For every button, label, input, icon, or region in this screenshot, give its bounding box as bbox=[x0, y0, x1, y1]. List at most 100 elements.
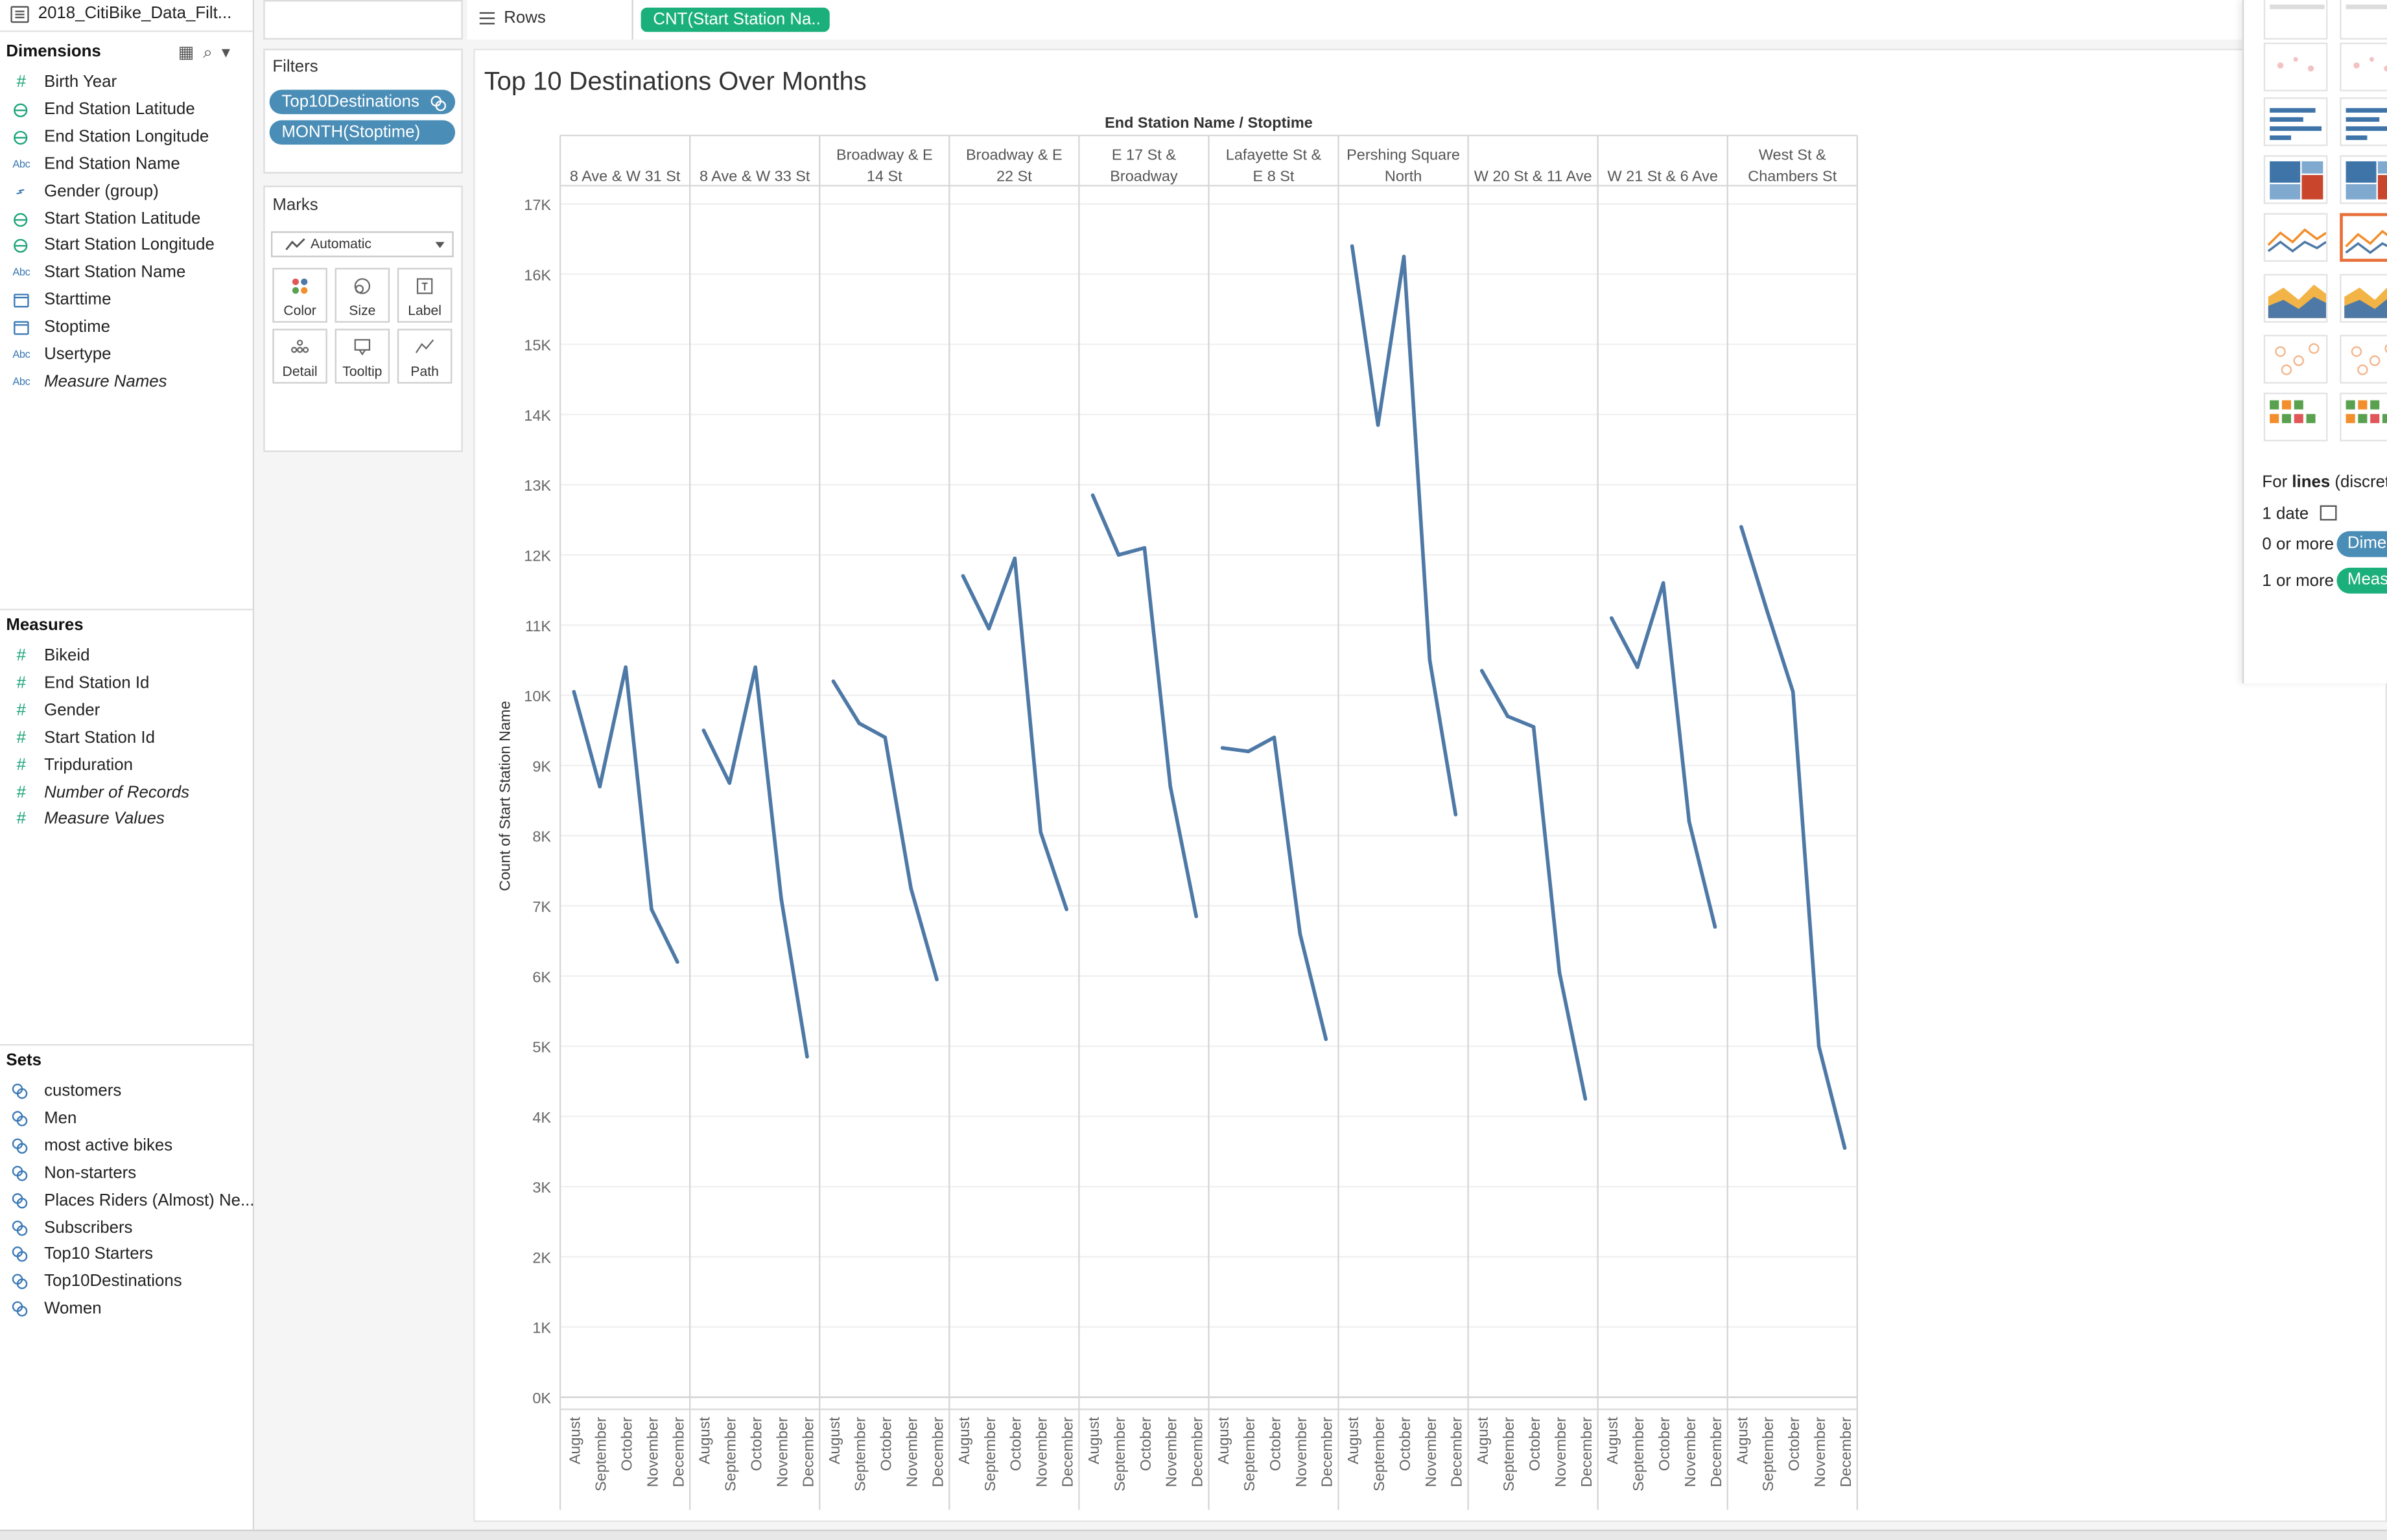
field-name: Gender (group) bbox=[44, 181, 159, 201]
series-line bbox=[961, 556, 1068, 910]
treemap-thumb[interactable] bbox=[2263, 155, 2328, 204]
measures-field[interactable]: # Start Station Id bbox=[0, 725, 253, 751]
dimensions-field[interactable]: Abc Measure Names bbox=[0, 369, 253, 395]
map-thumb-alt[interactable] bbox=[2340, 42, 2387, 91]
field-name: Top10 Starters bbox=[44, 1245, 154, 1264]
sets-field[interactable]: Places Riders (Almost) Ne... bbox=[0, 1188, 255, 1214]
hash-icon: # bbox=[16, 646, 27, 666]
marks-button-label: Color bbox=[283, 303, 316, 318]
month-tick-label: December bbox=[929, 1417, 946, 1487]
data-point bbox=[1168, 784, 1173, 789]
marks-tooltip-button[interactable]: Tooltip bbox=[335, 329, 390, 384]
hash-icon: # bbox=[16, 73, 27, 91]
marks-color-button[interactable]: Color bbox=[272, 268, 327, 323]
text-table-thumb-alt[interactable] bbox=[2340, 0, 2387, 40]
datasource-name[interactable]: 2018_CitiBike_Data_Filt... bbox=[38, 5, 232, 23]
sets-header: Sets bbox=[6, 1051, 41, 1070]
treemap-thumb-alt[interactable] bbox=[2340, 155, 2387, 204]
show-me-hint: For lines (discrete bbox=[2262, 473, 2387, 491]
column-header: End Station Name / Stoptime bbox=[1105, 114, 1313, 131]
data-point bbox=[909, 886, 913, 891]
sets-field[interactable]: Women bbox=[0, 1297, 253, 1323]
marks-button-label: Path bbox=[410, 364, 439, 379]
line-discrete-thumb-alt[interactable] bbox=[2340, 213, 2387, 262]
calendar-icon bbox=[14, 321, 29, 335]
measures-field[interactable]: # Bikeid bbox=[0, 644, 253, 670]
month-tick-label: December bbox=[1448, 1417, 1465, 1487]
dimensions-field[interactable]: Abc End Station Name bbox=[0, 152, 253, 178]
view-toggle-icon[interactable]: ▦ bbox=[178, 44, 204, 63]
dimensions-field[interactable]: Stoptime bbox=[0, 315, 253, 341]
scatter-thumb[interactable] bbox=[2263, 334, 2328, 384]
calendar-icon bbox=[14, 294, 29, 308]
month-tick-label: August bbox=[567, 1417, 583, 1465]
dimensions-field[interactable]: Abc Start Station Name bbox=[0, 261, 253, 286]
measures-field[interactable]: # Measure Values bbox=[0, 807, 253, 833]
month-tick-label: November bbox=[644, 1417, 661, 1487]
text-table-thumb[interactable] bbox=[2263, 0, 2328, 40]
measures-field[interactable]: # End Station Id bbox=[0, 671, 253, 697]
month-tick-label: December bbox=[1319, 1417, 1335, 1487]
marks-label-button[interactable]: Label bbox=[397, 268, 453, 323]
search-icon[interactable]: ⌕ bbox=[203, 44, 222, 63]
sets-field[interactable]: Non-starters bbox=[0, 1161, 253, 1187]
dimensions-field[interactable]: ⌁ Gender (group) bbox=[0, 179, 253, 205]
label-icon bbox=[416, 278, 433, 294]
abc-icon: Abc bbox=[12, 268, 30, 279]
marks-path-button[interactable]: Path bbox=[397, 329, 453, 384]
month-tick-label: November bbox=[1293, 1417, 1310, 1487]
dimensions-field[interactable]: Abc Usertype bbox=[0, 342, 253, 368]
dimensions-field[interactable]: # Birth Year bbox=[0, 70, 253, 96]
bar-thumb-alt[interactable] bbox=[2340, 97, 2387, 146]
datasource-row[interactable]: 2018_CitiBike_Data_Filt... bbox=[0, 0, 253, 32]
month-tick-label: December bbox=[1189, 1417, 1206, 1487]
mark-type-dropdown[interactable]: Automatic bbox=[270, 231, 454, 257]
measures-field[interactable]: # Tripduration bbox=[0, 752, 253, 778]
map-thumb[interactable] bbox=[2263, 42, 2328, 91]
panel-header: Pershing Square North bbox=[1346, 146, 1460, 185]
set-icon bbox=[12, 1193, 28, 1208]
show-me-req-date: 1 date bbox=[2262, 505, 2336, 524]
measures-field[interactable]: # Number of Records bbox=[0, 780, 253, 806]
marks-button-label: Tooltip bbox=[342, 364, 382, 379]
dimensions-field[interactable]: Start Station Latitude bbox=[0, 206, 253, 232]
sets-field[interactable]: Top10Destinations bbox=[0, 1270, 253, 1296]
rows-pill-cnt-start-station[interactable]: CNT(Start Station Na.. bbox=[641, 7, 830, 32]
data-point bbox=[1479, 668, 1484, 673]
pane-divider bbox=[0, 1044, 253, 1046]
highlight-table-thumb[interactable] bbox=[2263, 392, 2328, 441]
highlight-table-thumb-alt[interactable] bbox=[2340, 392, 2387, 441]
menu-caret-icon[interactable]: ▾ bbox=[221, 44, 239, 63]
dimensions-field[interactable]: End Station Latitude bbox=[0, 97, 253, 123]
sets-field[interactable]: most active bikes bbox=[0, 1134, 253, 1160]
sets-field[interactable]: Subscribers bbox=[0, 1215, 253, 1241]
dimensions-field[interactable]: Start Station Longitude bbox=[0, 233, 253, 259]
scatter-thumb-alt[interactable] bbox=[2340, 334, 2387, 384]
y-tick-label: 1K bbox=[532, 1320, 551, 1336]
panel-header-line: Broadway & E bbox=[836, 146, 933, 163]
sets-field[interactable]: customers bbox=[0, 1079, 253, 1105]
panel-header-line: 22 St bbox=[996, 167, 1032, 184]
bar-thumb[interactable] bbox=[2263, 97, 2328, 146]
filter-pill-label: Top10Destinations bbox=[281, 93, 419, 111]
line-discrete-thumb[interactable] bbox=[2263, 213, 2328, 262]
sets-field[interactable]: Top10 Starters bbox=[0, 1242, 253, 1268]
data-point bbox=[1013, 556, 1017, 561]
filter-pill-top10destinations[interactable]: Top10Destinations bbox=[269, 89, 456, 115]
series-line bbox=[701, 665, 809, 1057]
marks-size-button[interactable]: Size bbox=[335, 268, 390, 323]
measures-field[interactable]: # Gender bbox=[0, 698, 253, 724]
area-thumb[interactable] bbox=[2263, 274, 2328, 323]
sets-field[interactable]: Men bbox=[0, 1106, 253, 1132]
area-thumb-alt[interactable] bbox=[2340, 274, 2387, 323]
chart-type-icon bbox=[2275, 343, 2320, 375]
marks-detail-button[interactable]: Detail bbox=[272, 329, 327, 384]
filter-pill-month-stoptime[interactable]: MONTH(Stoptime) bbox=[269, 120, 456, 145]
data-point bbox=[805, 1055, 809, 1059]
y-tick-label: 3K bbox=[532, 1179, 551, 1196]
show-me-req-dim-label: 0 or more bbox=[2262, 535, 2334, 554]
dimensions-field[interactable]: End Station Longitude bbox=[0, 124, 253, 150]
chart-type-icon bbox=[2268, 285, 2327, 318]
dimensions-field[interactable]: Starttime bbox=[0, 288, 253, 314]
field-name: Measure Values bbox=[44, 810, 165, 829]
